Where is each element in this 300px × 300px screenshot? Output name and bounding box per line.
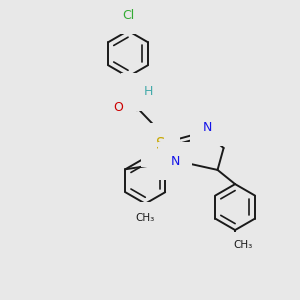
Text: S: S — [156, 137, 165, 152]
Text: N: N — [134, 85, 143, 98]
Text: Cl: Cl — [122, 9, 134, 22]
Text: CH₃: CH₃ — [233, 240, 252, 250]
Text: O: O — [113, 101, 123, 114]
Text: N: N — [170, 155, 180, 168]
Text: N: N — [202, 121, 212, 134]
Text: H: H — [144, 85, 153, 98]
Text: CH₃: CH₃ — [136, 213, 155, 223]
Text: O: O — [228, 240, 236, 250]
